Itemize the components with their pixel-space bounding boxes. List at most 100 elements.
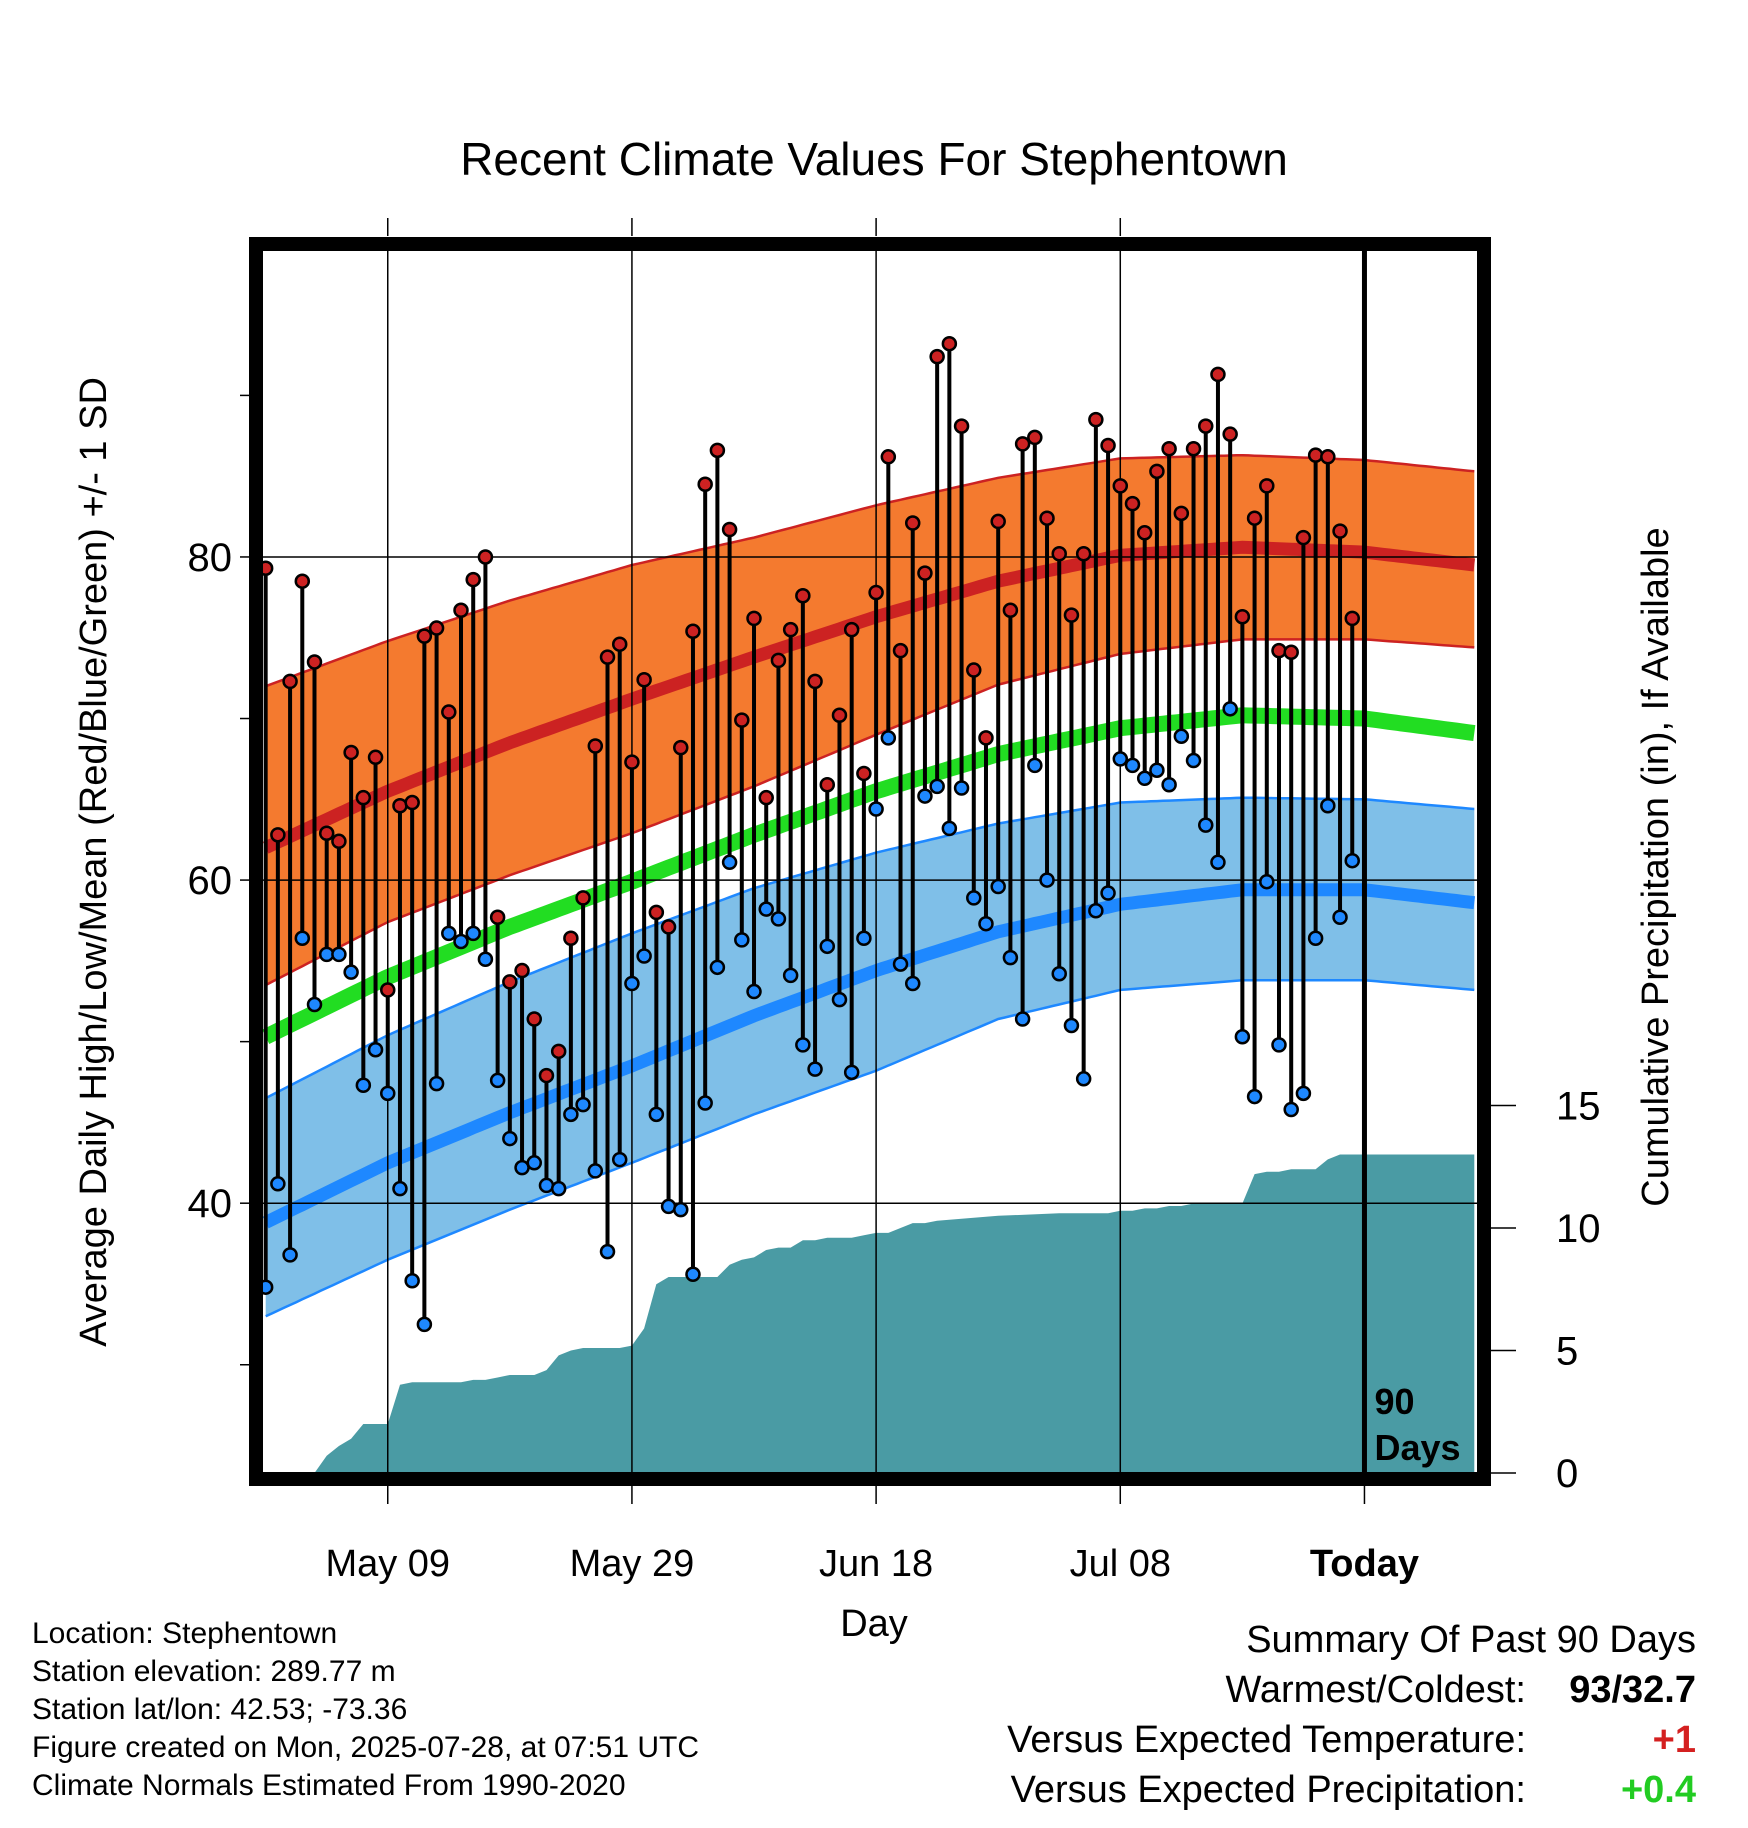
chart-title: Recent Climate Values For Stephentown: [460, 133, 1288, 185]
daily-low-point: [746, 983, 762, 1000]
daily-low-point: [611, 1151, 628, 1168]
daily-low-point: [685, 1266, 701, 1283]
daily-low-point: [1307, 930, 1324, 946]
daily-low-point: [1320, 798, 1336, 814]
daily-high-point: [1283, 644, 1299, 661]
high-sd-band: [265, 455, 1475, 986]
daily-high-point: [1002, 602, 1019, 619]
daily-low-point: [917, 788, 933, 804]
daily-high-point: [1136, 524, 1153, 541]
daily-high-point: [721, 521, 738, 538]
daily-high-point: [1051, 545, 1067, 562]
daily-high-point: [1259, 478, 1275, 494]
daily-high-point: [416, 628, 433, 644]
daily-high-point: [1344, 610, 1360, 627]
daily-high-point: [465, 571, 481, 588]
y-tick-label: 80: [188, 536, 233, 580]
daily-high-point: [624, 754, 640, 770]
daily-high-point: [1307, 447, 1324, 463]
daily-high-point: [746, 610, 762, 627]
daily-low-point: [1246, 1088, 1263, 1105]
daily-high-point: [880, 449, 897, 465]
daily-low-point: [1283, 1101, 1299, 1118]
daily-high-point: [1149, 463, 1165, 480]
warmest-value: 93: [1569, 1669, 1612, 1711]
daily-low-point: [441, 925, 457, 942]
daily-low-point: [892, 956, 909, 972]
daily-low-point: [1271, 1037, 1287, 1053]
daily-observations: [257, 335, 1360, 1333]
x-tick-label: May 29: [570, 1543, 695, 1585]
daily-low-point: [428, 1075, 445, 1092]
daily-high-point: [868, 584, 884, 601]
daily-high-point: [1332, 523, 1348, 539]
daily-low-point: [1185, 752, 1202, 769]
precip-tick-label: 15: [1556, 1085, 1601, 1129]
daily-high-point: [404, 794, 420, 811]
daily-high-point: [587, 738, 604, 754]
daily-high-point: [636, 671, 652, 688]
daily-high-point: [1124, 495, 1141, 512]
daily-low-point: [1149, 762, 1165, 778]
daily-high-point: [1063, 607, 1080, 623]
daily-high-point: [270, 827, 286, 843]
daily-low-point: [795, 1037, 811, 1053]
daily-high-point: [306, 654, 323, 670]
daily-high-point: [1161, 440, 1177, 457]
daily-low-point: [282, 1247, 298, 1263]
summary-warmest-coldest: Warmest/Coldest: 93/32.7: [1007, 1665, 1696, 1715]
temp-value: +1: [1652, 1719, 1696, 1761]
daily-high-point: [1039, 510, 1055, 526]
warmest-coldest-label: Warmest/Coldest:: [1225, 1669, 1526, 1711]
daily-high-point: [367, 749, 384, 766]
y-axis-label-right: Cumulative Precipitation (in), If Availa…: [1635, 527, 1677, 1206]
daily-low-point: [1197, 817, 1214, 833]
daily-low-point: [453, 933, 469, 950]
daily-high-point: [795, 587, 811, 604]
daily-high-point: [489, 909, 506, 925]
daily-low-point: [929, 778, 945, 795]
daily-low-point: [1088, 903, 1104, 919]
daily-low-point: [648, 1106, 665, 1123]
daily-low-point: [831, 991, 848, 1008]
daily-low-point: [758, 901, 774, 917]
daily-high-point: [1210, 366, 1226, 383]
daily-high-point: [941, 335, 958, 352]
plot-border: [249, 237, 1491, 1486]
daily-low-point: [734, 932, 750, 948]
daily-high-point: [685, 623, 701, 640]
daily-high-point: [782, 621, 799, 638]
daily-high-point: [294, 573, 311, 589]
daily-high-point: [1112, 478, 1129, 494]
daily-low-point: [978, 915, 994, 932]
daily-high-point: [1075, 545, 1092, 562]
value-separator: /: [1611, 1669, 1623, 1711]
precipitation-area: [265, 1154, 1475, 1473]
daily-high-point: [953, 418, 970, 434]
daily-low-point: [1100, 885, 1116, 901]
daily-high-point: [1320, 449, 1336, 465]
daily-high-point: [453, 602, 469, 619]
daily-high-point: [734, 712, 750, 728]
location-text: Location: Stephentown: [32, 1617, 338, 1650]
daily-low-point: [819, 938, 836, 955]
daily-high-point: [1185, 440, 1202, 457]
daily-high-point: [831, 707, 848, 724]
daily-high-point: [929, 348, 945, 365]
today-annotation-text: Days: [1374, 1427, 1460, 1468]
x-tick-label: Jun 18: [819, 1543, 933, 1585]
daily-high-point: [1271, 642, 1287, 659]
daily-low-point: [1063, 1017, 1080, 1034]
daily-low-point: [660, 1198, 677, 1215]
station-info: Location: Stephentown Station elevation:…: [32, 1615, 699, 1805]
daily-low-point: [294, 930, 311, 946]
daily-low-point: [1295, 1085, 1312, 1102]
daily-high-point: [892, 642, 909, 659]
daily-high-point: [978, 730, 994, 746]
daily-low-point: [709, 959, 726, 976]
elevation-text: Station elevation: 289.77 m: [32, 1655, 396, 1688]
daily-high-point: [514, 962, 530, 979]
daily-low-point: [416, 1316, 433, 1333]
daily-high-point: [355, 789, 372, 806]
daily-low-point: [380, 1085, 396, 1102]
